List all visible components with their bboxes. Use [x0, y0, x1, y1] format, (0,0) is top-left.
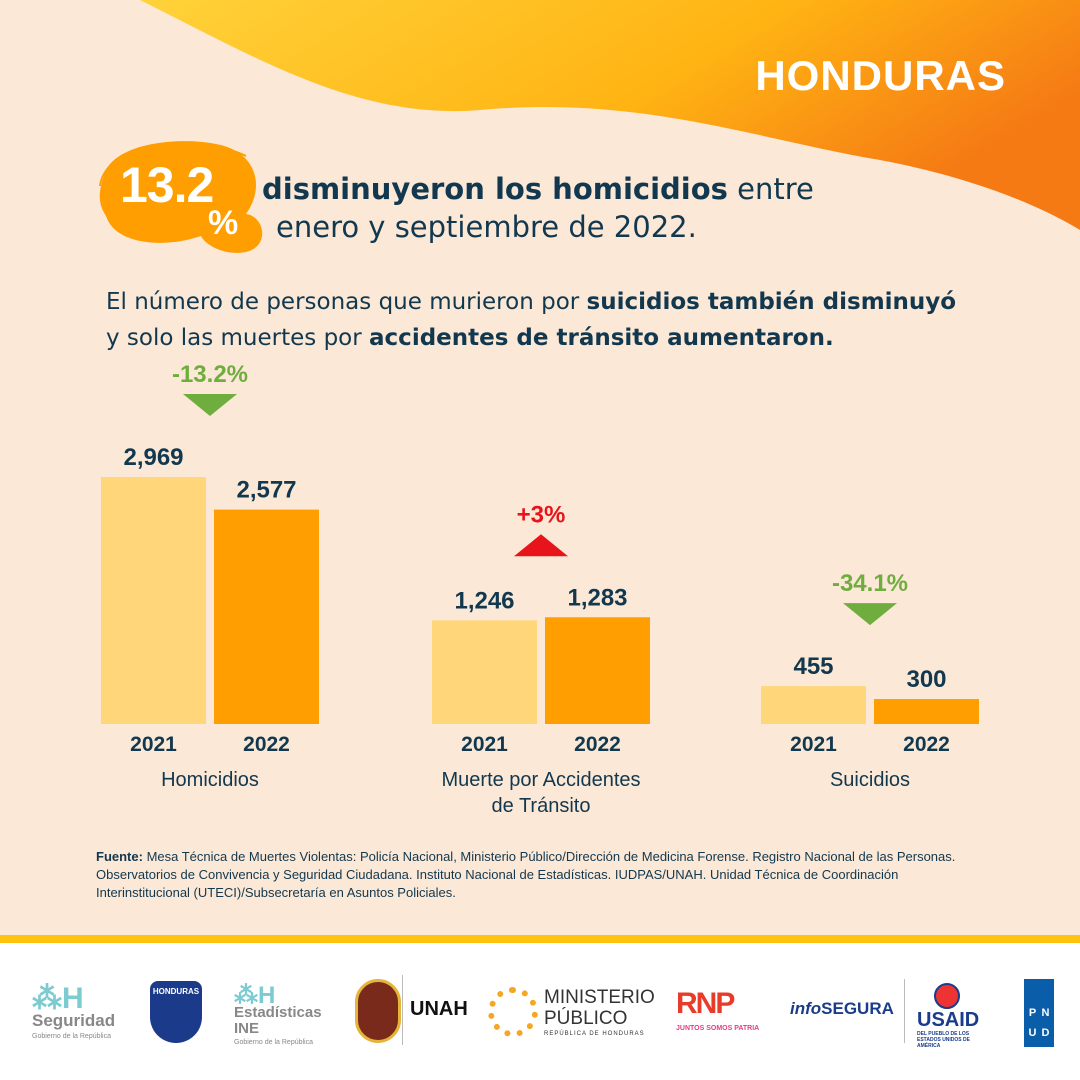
- ine-h-icon: ⁂H: [234, 982, 276, 1009]
- logo-rnp: RNP: [676, 987, 735, 1020]
- bar-value-label: 2,969: [123, 444, 183, 471]
- bar-value-label: 1,283: [567, 584, 627, 611]
- logo-ine: Estadísticas INE: [234, 1005, 322, 1037]
- logo-usaid: USAID: [917, 1009, 980, 1031]
- x-tick-label: 2021: [790, 733, 837, 756]
- logo-rnp-sub: JUNTOS SOMOS PATRIA: [676, 1025, 760, 1032]
- subtitle-part1: El número de personas que murieron por: [106, 289, 587, 315]
- unah-seal-icon: [355, 979, 401, 1043]
- category-label: Homicidios: [161, 769, 259, 791]
- source-text: Mesa Técnica de Muertes Violentas: Polic…: [96, 849, 956, 900]
- bar-value-label: 455: [793, 653, 833, 680]
- bar-2021: [101, 477, 206, 724]
- country-title: HONDURAS: [755, 52, 1006, 99]
- logo-seguridad: Seguridad: [32, 1011, 116, 1030]
- percentage-badge-shape: [99, 141, 263, 253]
- logo-infosegura: infoSEGURA: [790, 999, 894, 1019]
- subtitle-part2: y solo las muertes por: [106, 325, 370, 351]
- seguridad-h-icon: ⁂H: [32, 982, 84, 1015]
- source-label: Fuente:: [96, 849, 143, 864]
- x-tick-label: 2022: [243, 733, 290, 756]
- x-tick-label: 2022: [574, 733, 621, 756]
- category-label: Muerte por Accidentes: [442, 769, 641, 791]
- bar-2022: [874, 699, 979, 724]
- bar-2022: [214, 509, 319, 724]
- logo-mp-sub: REPÚBLICA DE HONDURAS: [544, 1031, 645, 1037]
- bar-value-label: 1,246: [454, 587, 514, 614]
- logo-mp-line2: PÚBLICO: [544, 1008, 628, 1029]
- usaid-seal-icon: [934, 983, 960, 1009]
- footer-stripe: [0, 935, 1080, 943]
- change-label: +3%: [517, 501, 566, 528]
- bar-value-label: 2,577: [236, 477, 296, 504]
- divider: [402, 975, 403, 1045]
- logo-ine-sub: Gobierno de la República: [234, 1039, 313, 1046]
- pnud-letter: D: [1041, 1027, 1050, 1039]
- bar-chart: 2,969 2021 2,577 2022 Homicidios -13.2% 1,246 2…: [101, 361, 979, 817]
- arrow-down-icon: [183, 394, 237, 416]
- logo-infosegura-b: SEGURA: [821, 999, 894, 1018]
- category-label: Suicidios: [830, 769, 910, 791]
- logo-mp-line1: MINISTERIO: [544, 987, 655, 1008]
- x-tick-label: 2021: [130, 733, 177, 756]
- subtitle: El número de personas que murieron por s…: [106, 284, 1006, 356]
- logo-infosegura-a: info: [790, 999, 822, 1018]
- bar-2022: [545, 617, 650, 724]
- divider: [904, 979, 905, 1043]
- headline-bold: disminuyeron los homicidios: [262, 172, 728, 206]
- headline-line2: enero y septiembre de 2022.: [276, 210, 697, 244]
- source-note: Fuente: Mesa Técnica de Muertes Violenta…: [96, 848, 976, 902]
- pnud-letter: N: [1041, 1007, 1050, 1019]
- logo-seguridad-sub: Gobierno de la República: [32, 1033, 111, 1040]
- change-label: -13.2%: [172, 361, 248, 388]
- logo-ine-name2: INE: [234, 1020, 260, 1037]
- arrow-down-icon: [843, 603, 897, 626]
- x-tick-label: 2022: [903, 733, 950, 756]
- mp-circle-icon: [488, 987, 538, 1037]
- headline: disminuyeron los homicidios entre enero …: [262, 170, 814, 246]
- logo-unah: UNAH: [410, 998, 468, 1020]
- logo-mp: MINISTERIO PÚBLICO REPÚBLICA DE HONDURAS: [544, 987, 655, 1039]
- bar-2021: [432, 620, 537, 724]
- x-tick-label: 2021: [461, 733, 508, 756]
- logo-footer: ⁂H Seguridad Gobierno de la República HO…: [0, 943, 1080, 1080]
- bar-2021: [761, 686, 866, 724]
- headline-rest: entre: [727, 172, 814, 206]
- highlight-value: 13.2: [120, 157, 214, 213]
- subtitle-bold2: accidentes de tránsito aumentaron.: [369, 325, 834, 351]
- logo-usaid-sub: DEL PUEBLO DE LOS ESTADOS UNIDOS DE AMÉR…: [917, 1031, 970, 1049]
- highlight-unit: %: [208, 204, 239, 242]
- change-label: -34.1%: [832, 570, 908, 597]
- pnud-letter: U: [1028, 1027, 1037, 1039]
- pnud-letter: P: [1028, 1007, 1037, 1019]
- subtitle-bold1: suicidios también disminuyó: [586, 289, 957, 315]
- arrow-up-icon: [514, 534, 568, 557]
- category-label: de Tránsito: [492, 795, 591, 817]
- bar-value-label: 300: [906, 666, 946, 693]
- logo-policia: HONDURAS: [150, 981, 202, 1043]
- logo-ine-name: Estadísticas: [234, 1004, 322, 1021]
